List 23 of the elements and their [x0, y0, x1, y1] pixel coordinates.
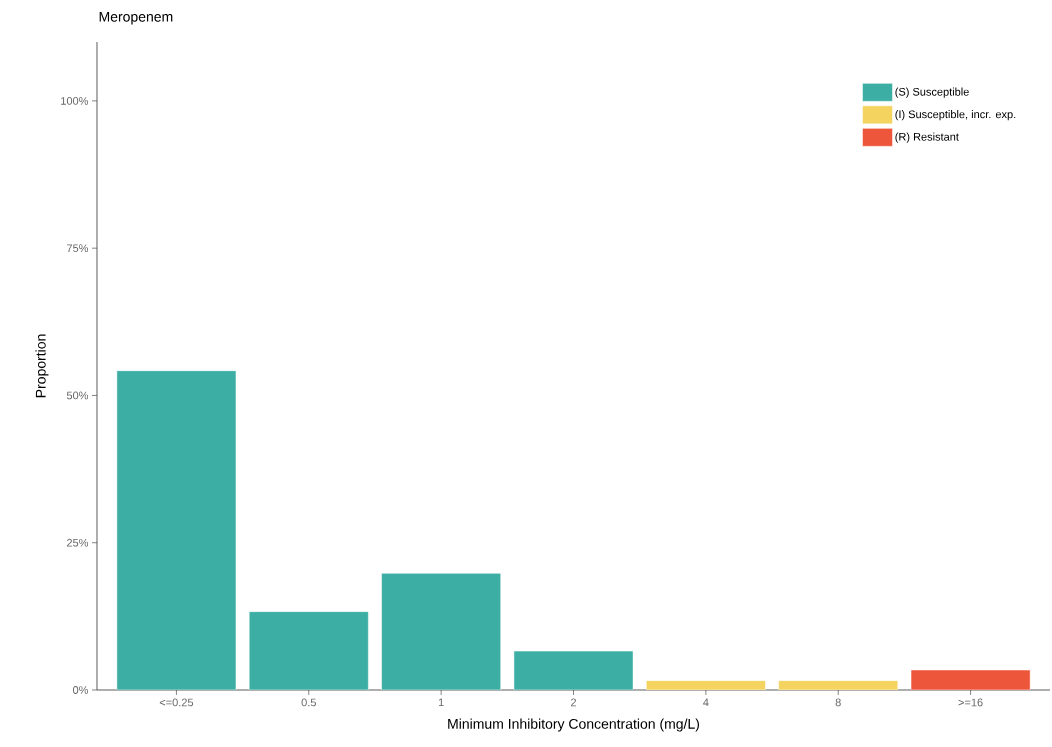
x-tick-label: 1 — [438, 698, 444, 707]
y-axis-title: Proportion — [35, 334, 49, 398]
x-tick-label: <=0.25 — [159, 698, 194, 707]
bar — [381, 573, 501, 690]
x-tick-label: 0.5 — [301, 698, 316, 707]
y-tick-label: 50% — [66, 391, 89, 400]
y-tick-label: 0% — [72, 686, 89, 694]
y-tick-label: 100% — [61, 97, 89, 105]
y-tick-label: 75% — [67, 244, 89, 253]
bar — [116, 370, 237, 690]
chart-title: Meropenem — [99, 11, 173, 25]
legend-label: (S) Susceptible — [895, 87, 969, 98]
x-tick-label: 8 — [835, 698, 841, 707]
x-tick-label: 4 — [703, 698, 709, 707]
x-tick-label: >=16 — [958, 698, 983, 707]
bar — [248, 611, 369, 690]
legend-label: (I) Susceptible, incr. exp. — [895, 110, 1016, 121]
y-tick-label: 25% — [67, 538, 89, 547]
legend-label: (R) Resistant — [895, 132, 959, 143]
x-axis-title: Minimum Inhibitory Concentration (mg/L) — [448, 718, 700, 732]
x-tick-label: 2 — [570, 698, 577, 707]
bar — [513, 650, 634, 690]
bar — [910, 669, 1031, 690]
